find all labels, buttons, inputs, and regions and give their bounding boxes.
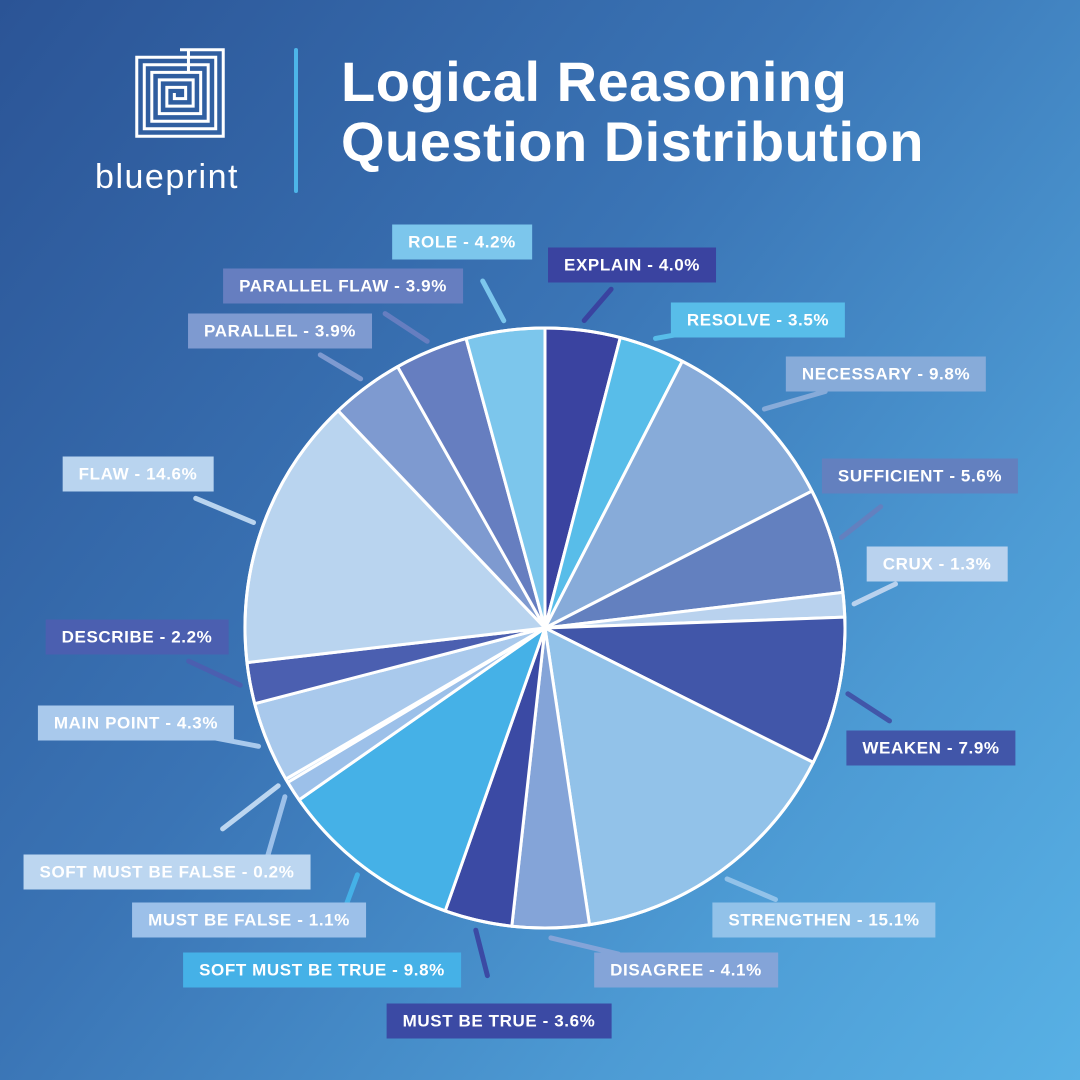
title-line-2: Question Distribution [341, 110, 924, 174]
leader-line-necessary [761, 389, 828, 412]
maze-logo-icon [135, 48, 225, 138]
title-line-1: Logical Reasoning [341, 50, 848, 113]
leader-line-describe [186, 658, 243, 688]
leader-line-crux [851, 581, 898, 607]
brand-wordmark: blueprint [95, 158, 239, 196]
leader-line-flaw [193, 495, 256, 525]
leader-line-must-be-true [473, 927, 490, 979]
leader-line-strengthen [724, 876, 778, 902]
pie-outer-rim [243, 326, 847, 930]
leader-line-sufficient [839, 504, 884, 540]
leader-line-disagree [548, 935, 621, 957]
page-title: Logical Reasoning Question Distribution [341, 50, 924, 174]
pie-slices [243, 326, 847, 930]
leader-line-explain [581, 286, 614, 323]
leader-line-soft-must-be-false [220, 783, 281, 832]
leader-line-parallel-flaw [382, 311, 430, 344]
leader-line-soft-must-be-true [337, 872, 360, 925]
header-divider [294, 48, 298, 193]
leader-line-weaken [845, 691, 892, 724]
blueprint-logo [133, 46, 227, 140]
leader-line-parallel [317, 352, 364, 382]
leader-line-role [480, 278, 507, 324]
leader-line-main-point [194, 732, 261, 749]
leader-line-resolve [653, 326, 710, 341]
leader-line-must-be-false [264, 794, 288, 861]
